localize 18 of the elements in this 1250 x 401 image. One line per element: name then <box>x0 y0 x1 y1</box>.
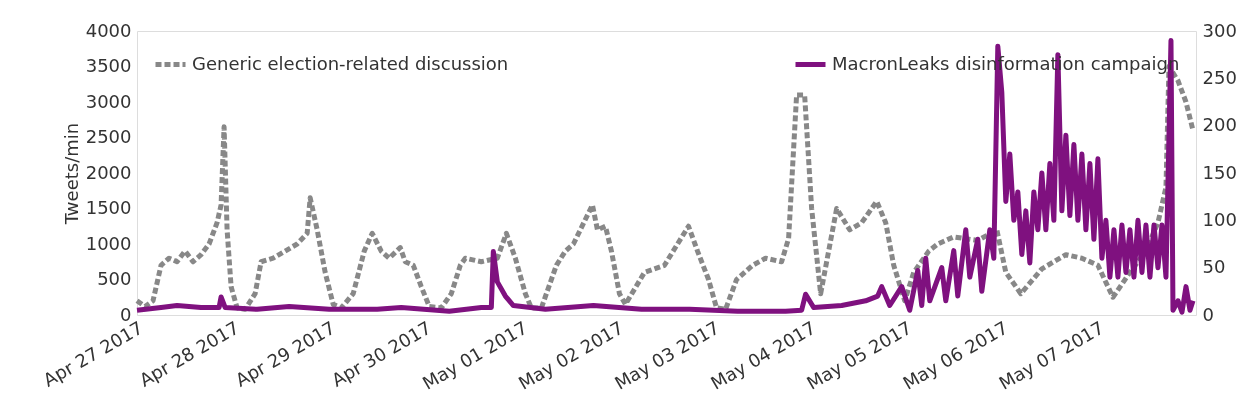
legend-label: Generic election-related discussion <box>192 52 509 74</box>
y-tick-label: 500 <box>97 268 132 289</box>
y-tick-label: 3000 <box>85 90 132 112</box>
y2-tick-label: 50 <box>1202 256 1226 278</box>
y2-tick-label: 200 <box>1202 114 1237 136</box>
y-tick-label: 1500 <box>85 197 132 218</box>
y-axis-title: Tweets/min <box>60 122 82 226</box>
y2-tick-label: 300 <box>1202 19 1237 41</box>
y-tick-label: 4000 <box>85 19 132 41</box>
y-tick-label: 2000 <box>85 161 132 183</box>
y2-tick-label: 250 <box>1202 66 1237 88</box>
y2-tick-label: 100 <box>1202 208 1237 230</box>
y-tick-label: 0 <box>120 303 132 325</box>
y-tick-label: 3500 <box>85 55 132 76</box>
y2-tick-label: 0 <box>1202 303 1214 325</box>
y2-tick-label: 150 <box>1202 161 1237 183</box>
y-tick-label: 2500 <box>85 126 132 147</box>
y-tick-label: 1000 <box>85 232 132 254</box>
